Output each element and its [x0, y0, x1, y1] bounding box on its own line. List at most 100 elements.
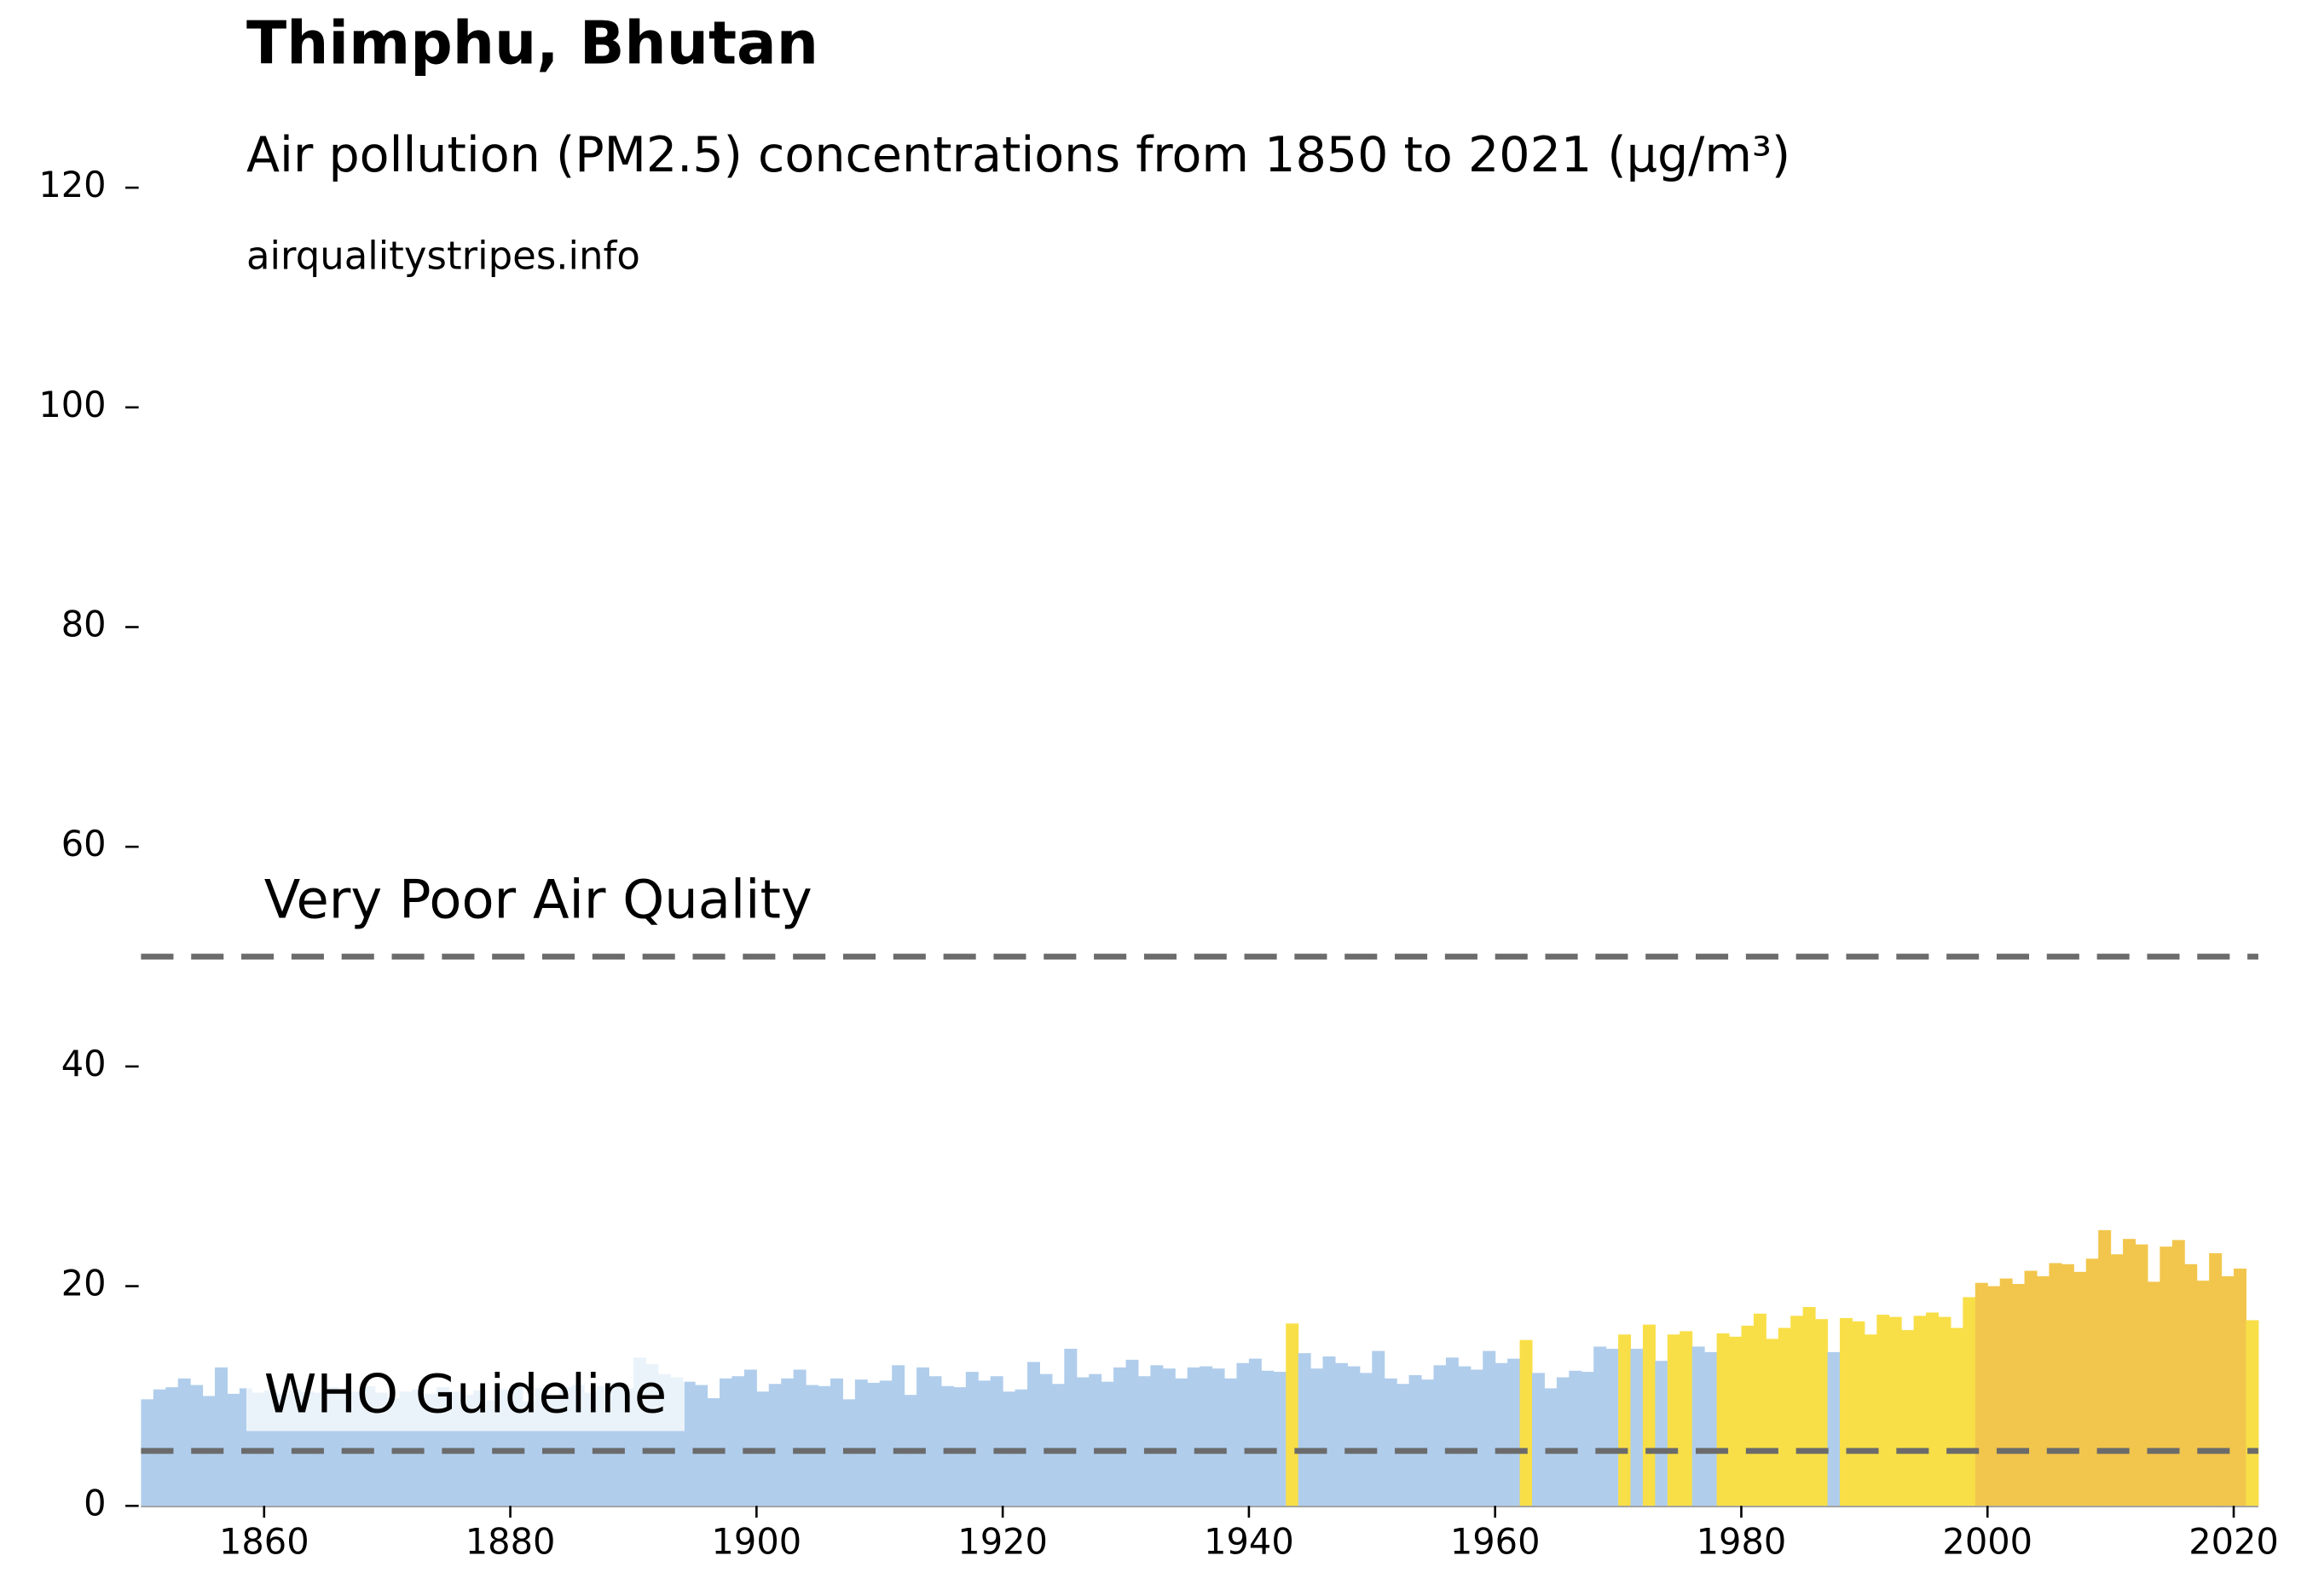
bar	[1766, 1339, 1779, 1506]
bar	[695, 1385, 708, 1506]
x-tick-label: 1960	[1450, 1520, 1541, 1562]
y-tick-label: 20	[61, 1263, 107, 1304]
bar	[227, 1393, 240, 1506]
bar	[1396, 1384, 1410, 1506]
bar	[1322, 1356, 1336, 1506]
x-tick-label: 1860	[219, 1520, 309, 1562]
chart-source: airqualitystripes.info	[246, 233, 640, 278]
bar	[1901, 1330, 1915, 1506]
bar	[1150, 1365, 1164, 1506]
bar	[1716, 1333, 1730, 1506]
bar	[2160, 1246, 2173, 1506]
bar	[1544, 1388, 1558, 1506]
bar	[1470, 1369, 1483, 1506]
bar	[1507, 1358, 1521, 1506]
reference-label: Very Poor Air Quality	[264, 869, 812, 931]
bar	[190, 1385, 204, 1506]
bar	[1950, 1327, 1963, 1506]
bar	[1852, 1321, 1865, 1506]
bar	[2037, 1275, 2050, 1506]
x-tick-label: 1920	[957, 1520, 1048, 1562]
bar	[990, 1376, 1003, 1506]
bar	[1187, 1367, 1200, 1506]
bar	[1667, 1334, 1680, 1506]
bar	[1926, 1312, 1940, 1506]
bar	[2024, 1270, 2038, 1506]
bar	[1286, 1323, 1299, 1506]
bar	[1593, 1346, 1607, 1506]
bar	[1704, 1351, 1718, 1506]
bar	[1778, 1327, 1791, 1506]
bar	[1261, 1370, 1275, 1506]
bar	[2246, 1320, 2259, 1506]
bar	[2234, 1268, 2246, 1506]
bar	[1175, 1378, 1188, 1506]
bar	[720, 1378, 732, 1506]
bar	[1864, 1334, 1877, 1506]
bar	[806, 1385, 819, 1506]
bar	[818, 1385, 831, 1506]
bar	[1495, 1362, 1508, 1506]
bar	[1556, 1377, 1570, 1506]
bar	[1162, 1368, 1176, 1506]
bar	[1458, 1366, 1472, 1506]
bar	[1200, 1366, 1213, 1506]
chart-title: Thimphu, Bhutan	[246, 9, 818, 78]
bar	[1298, 1353, 1311, 1506]
bar	[2147, 1281, 2160, 1506]
bar	[781, 1378, 795, 1506]
bar	[2171, 1240, 2185, 1506]
bar	[978, 1380, 992, 1506]
bar	[1642, 1324, 1656, 1506]
bar	[1421, 1379, 1435, 1506]
bar	[1039, 1373, 1053, 1506]
y-tick-label: 40	[61, 1043, 107, 1084]
bar	[1273, 1372, 1286, 1506]
bar	[965, 1372, 979, 1506]
bar	[1839, 1317, 1853, 1506]
bar	[916, 1367, 930, 1506]
bar	[1015, 1389, 1028, 1506]
bar	[2073, 1271, 2087, 1506]
bar	[2110, 1254, 2124, 1506]
bar	[892, 1365, 905, 1506]
bar	[2196, 1281, 2210, 1506]
bar	[2123, 1239, 2136, 1506]
bar	[2085, 1258, 2099, 1506]
bar	[1741, 1325, 1755, 1506]
bar	[1888, 1316, 1902, 1506]
bar	[854, 1379, 868, 1506]
bar	[1248, 1358, 1262, 1506]
bar	[2221, 1275, 2235, 1506]
bar	[1051, 1384, 1065, 1506]
bar	[2098, 1229, 2112, 1506]
bar	[1483, 1350, 1496, 1506]
bar	[1655, 1361, 1668, 1506]
bar	[2209, 1252, 2223, 1506]
reference-label-background	[246, 1356, 685, 1431]
bar	[1938, 1316, 1951, 1506]
x-tick-label: 2020	[2188, 1520, 2279, 1562]
bar	[953, 1387, 967, 1506]
bar	[731, 1376, 745, 1506]
bar	[2061, 1264, 2074, 1506]
bar	[830, 1378, 843, 1506]
bar	[879, 1380, 893, 1506]
bar	[1827, 1351, 1841, 1506]
y-tick-label: 60	[61, 823, 107, 864]
bar	[1137, 1376, 1151, 1506]
bar	[1064, 1349, 1078, 1506]
bar	[1125, 1359, 1139, 1506]
bar	[1680, 1331, 1693, 1506]
bar	[768, 1384, 782, 1506]
bar	[177, 1378, 191, 1506]
reference-label: WHO Guideline	[264, 1362, 667, 1425]
bar	[1027, 1362, 1040, 1506]
bar	[1310, 1368, 1324, 1506]
bar	[1605, 1349, 1619, 1506]
bar	[793, 1369, 807, 1506]
bar	[1113, 1367, 1127, 1506]
bar	[682, 1381, 696, 1506]
bar	[2184, 1264, 2198, 1506]
